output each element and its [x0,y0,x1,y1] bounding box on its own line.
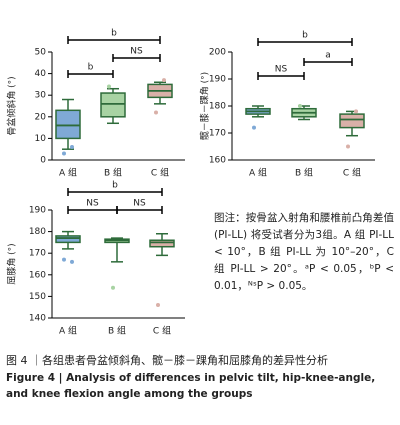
y-tick-label: 160 [29,270,46,280]
box [100,92,126,118]
box [55,235,81,244]
y-tick-label: 140 [29,314,46,324]
x-tick-label: A 组 [59,325,77,337]
outlier [298,104,302,108]
y-tick-label: 50 [35,48,47,58]
y-tick-label: 170 [29,249,46,259]
box [149,239,175,248]
box [339,113,365,129]
significance-label: NS [275,65,288,75]
charts: 0 10 20 30 40 50 骨盆倾斜角 (°) A 组 B 组 C 组 b NS b 160 170 1… [6,29,375,337]
box [55,109,81,140]
significance-label: b [88,63,94,73]
outlier [354,109,358,114]
outlier [346,144,350,149]
y-tick-label: 190 [29,206,46,216]
outlier [70,259,74,264]
y-tick-label: 190 [209,75,226,85]
x-tick-label: B 组 [295,167,313,179]
figure-note: 图注：按骨盆入射角和腰椎前凸角差值 (PI-LL) 将受试者分为3组。A 组 P… [214,212,394,292]
y-tick-label: 20 [35,112,47,122]
y-tick-label: 200 [209,48,226,58]
x-tick-label: C 组 [343,167,361,179]
caption-en: Figure 4 | Analysis of differences in pe… [6,372,376,400]
x-tick-label: A 组 [249,167,267,179]
x-tick-label: C 组 [151,167,169,179]
outlier [62,151,66,156]
y-tick-label: 40 [35,69,47,79]
significance-label: a [325,51,331,61]
y-tick-label: 30 [35,91,47,101]
x-tick-label: A 组 [59,167,77,179]
outlier [111,285,115,290]
outlier [107,84,111,89]
x-tick-label: B 组 [104,167,122,179]
significance-label: NS [130,47,143,57]
y-tick-label: 10 [35,134,47,144]
significance-label: NS [86,199,99,209]
y-tick-label: 150 [29,292,46,302]
outlier [252,125,256,130]
significance-label: b [111,29,117,39]
y-tick-label: 180 [29,227,46,237]
y-tick-label: 160 [209,156,226,166]
significance-label: NS [133,199,146,209]
outlier [70,145,74,150]
outlier [162,78,166,83]
caption-zh: 图 4 ｜各组患者骨盆倾斜角、髋－膝－踝角和屈膝角的差异性分析 [6,354,328,367]
y-tick-label: 170 [209,129,226,139]
x-tick-label: B 组 [108,325,126,337]
x-tick-label: C 组 [153,325,171,337]
y-axis-label: 骨盆倾斜角 (°) [6,76,18,135]
outlier [156,303,160,308]
outlier [62,257,66,262]
significance-label: b [112,181,118,191]
significance-label: b [302,31,308,41]
y-tick-label: 180 [209,102,226,112]
y-axis-label: 髋－膝－踝角 (°) [199,72,211,140]
outlier [154,110,158,115]
y-tick-label: 0 [40,156,46,166]
y-axis-label: 屈膝角 (°) [6,243,18,284]
